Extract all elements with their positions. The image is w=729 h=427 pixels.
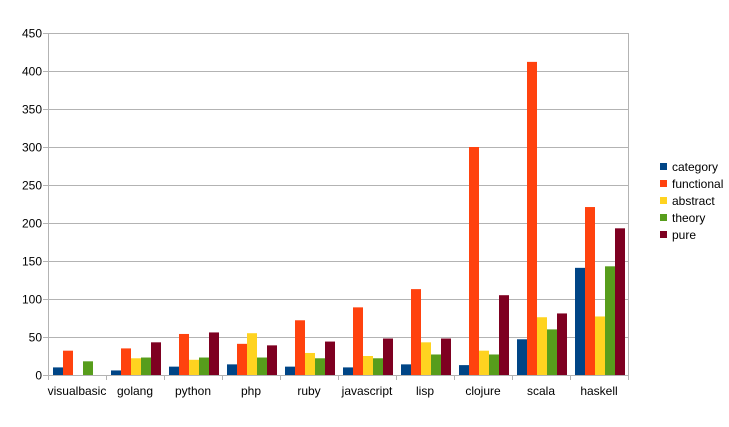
bar-php-pure xyxy=(267,345,277,375)
bar-scala-theory xyxy=(547,329,557,375)
bar-golang-abstract xyxy=(131,358,141,375)
bar-php-functional xyxy=(237,343,247,375)
x-tick-label: visualbasic xyxy=(48,384,107,398)
bar-javascript-functional xyxy=(353,307,363,375)
legend-swatch-pure xyxy=(660,231,667,238)
x-tick-label: golang xyxy=(117,384,153,398)
x-tick-label: clojure xyxy=(465,384,501,398)
bar-clojure-abstract xyxy=(479,350,489,375)
x-tick-label: php xyxy=(241,384,261,398)
legend-swatch-theory xyxy=(660,214,667,221)
bar-haskell-functional xyxy=(585,207,595,375)
x-tick-label: lisp xyxy=(416,384,434,398)
bar-golang-category xyxy=(111,370,121,375)
y-tick-label: 200 xyxy=(22,217,42,231)
legend-swatch-category xyxy=(660,163,667,170)
bar-visualbasic-theory xyxy=(83,361,93,375)
bar-javascript-pure xyxy=(383,338,393,375)
bar-golang-pure xyxy=(151,342,161,375)
bar-python-category xyxy=(169,366,179,375)
bar-python-abstract xyxy=(189,359,199,375)
bar-clojure-category xyxy=(459,365,469,375)
y-tick-label: 250 xyxy=(22,179,42,193)
bar-clojure-pure xyxy=(499,295,509,375)
legend-label-pure: pure xyxy=(672,228,696,242)
y-tick-label: 400 xyxy=(22,65,42,79)
bar-clojure-theory xyxy=(489,354,499,375)
bar-haskell-pure xyxy=(615,228,625,375)
bar-lisp-category xyxy=(401,364,411,375)
bar-javascript-category xyxy=(343,367,353,375)
bar-python-theory xyxy=(199,357,209,375)
y-tick-label: 350 xyxy=(22,103,42,117)
y-tick-label: 100 xyxy=(22,293,42,307)
legend-label-abstract: abstract xyxy=(672,194,715,208)
y-tick-label: 150 xyxy=(22,255,42,269)
bar-haskell-abstract xyxy=(595,316,605,375)
legend-label-functional: functional xyxy=(672,177,723,191)
bar-clojure-functional xyxy=(469,147,479,375)
x-tick-label: javascript xyxy=(341,384,393,398)
bar-visualbasic-category xyxy=(53,367,63,375)
bar-ruby-theory xyxy=(315,358,325,375)
bar-python-functional xyxy=(179,333,189,375)
bar-lisp-functional xyxy=(411,289,421,375)
gridlines xyxy=(48,33,628,338)
bar-golang-functional xyxy=(121,348,131,375)
x-tick-label: scala xyxy=(527,384,555,398)
y-tick-label: 300 xyxy=(22,141,42,155)
bar-javascript-abstract xyxy=(363,356,373,375)
bar-haskell-category xyxy=(575,267,585,375)
bar-visualbasic-functional xyxy=(63,350,73,375)
bar-lisp-theory xyxy=(431,354,441,375)
axes: 0 50 100 150 200 250 300 350 400 450 visualbasic go… xyxy=(22,27,629,398)
bar-lisp-pure xyxy=(441,338,451,375)
bar-python-pure xyxy=(209,332,219,375)
bars xyxy=(53,61,625,375)
legend-swatch-abstract xyxy=(660,197,667,204)
legend: category functional abstract theory pure xyxy=(660,160,723,242)
legend-swatch-functional xyxy=(660,180,667,187)
bar-php-category xyxy=(227,364,237,375)
bar-ruby-pure xyxy=(325,341,335,375)
bar-scala-pure xyxy=(557,313,567,375)
x-tick-label: haskell xyxy=(580,384,617,398)
y-tick-label: 50 xyxy=(29,331,43,345)
bar-javascript-theory xyxy=(373,358,383,375)
bar-scala-functional xyxy=(527,61,537,375)
bar-haskell-theory xyxy=(605,266,615,375)
bar-scala-abstract xyxy=(537,317,547,375)
bar-ruby-functional xyxy=(295,320,305,375)
bar-scala-category xyxy=(517,339,527,375)
x-tick-label: python xyxy=(175,384,211,398)
bar-lisp-abstract xyxy=(421,342,431,375)
bar-php-theory xyxy=(257,357,267,375)
bar-php-abstract xyxy=(247,333,257,375)
bar-ruby-category xyxy=(285,366,295,375)
y-tick-label: 0 xyxy=(35,369,42,383)
bar-golang-theory xyxy=(141,357,151,375)
legend-label-theory: theory xyxy=(672,211,705,225)
bar-ruby-abstract xyxy=(305,352,315,375)
y-tick-label: 450 xyxy=(22,27,42,41)
legend-label-category: category xyxy=(672,160,718,174)
x-tick-label: ruby xyxy=(297,384,320,398)
